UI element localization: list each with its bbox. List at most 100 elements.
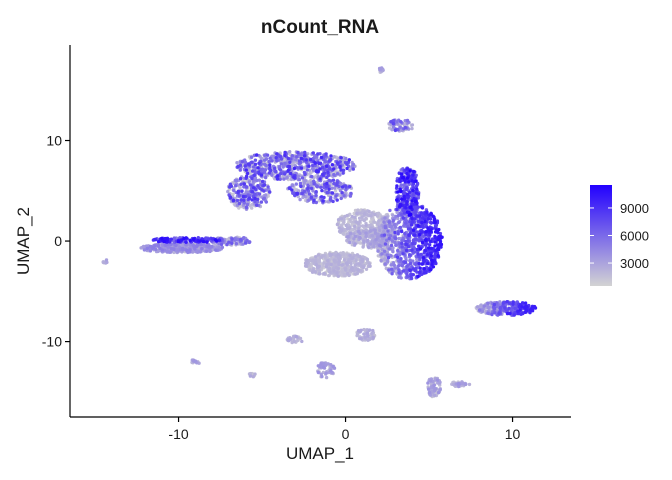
data-point xyxy=(416,205,420,209)
data-point xyxy=(429,268,433,272)
data-point xyxy=(257,178,261,182)
data-point xyxy=(312,198,316,203)
data-point xyxy=(402,194,406,199)
data-point xyxy=(290,154,295,158)
data-point xyxy=(406,196,410,200)
legend-tick-label: 3000 xyxy=(620,256,649,271)
data-point xyxy=(338,165,342,169)
data-point xyxy=(395,207,399,212)
data-point xyxy=(350,266,354,270)
data-point xyxy=(264,175,268,180)
data-point xyxy=(420,262,425,266)
data-point xyxy=(332,269,336,273)
data-point xyxy=(341,252,346,257)
data-point xyxy=(306,186,310,190)
data-point xyxy=(191,237,196,242)
data-point xyxy=(325,191,329,195)
data-point xyxy=(400,241,404,246)
data-point xyxy=(285,176,289,180)
data-point xyxy=(421,256,426,260)
data-point xyxy=(383,242,388,246)
data-point xyxy=(412,186,416,190)
data-point xyxy=(368,242,373,246)
data-point xyxy=(352,224,357,229)
data-point xyxy=(279,162,283,166)
data-point xyxy=(348,240,352,245)
data-point xyxy=(393,225,398,229)
data-point xyxy=(256,184,260,188)
data-point xyxy=(320,165,325,170)
data-point xyxy=(402,197,407,201)
data-point xyxy=(412,196,416,201)
data-point xyxy=(266,185,270,189)
data-point xyxy=(402,211,407,215)
data-point xyxy=(493,311,497,315)
data-point xyxy=(210,245,214,249)
data-point xyxy=(193,247,197,251)
data-point xyxy=(390,267,394,271)
data-point xyxy=(432,386,436,390)
data-point xyxy=(370,331,374,336)
data-point xyxy=(409,205,413,209)
data-point xyxy=(331,178,336,182)
data-point xyxy=(397,270,401,275)
data-point xyxy=(338,160,342,164)
data-point xyxy=(405,118,410,123)
data-point xyxy=(242,201,246,205)
data-point xyxy=(419,211,424,215)
data-point xyxy=(343,184,348,188)
data-point xyxy=(244,168,248,172)
data-point xyxy=(337,259,342,264)
data-point xyxy=(410,199,414,203)
data-point xyxy=(398,225,403,230)
data-point xyxy=(411,228,416,232)
data-point xyxy=(250,176,254,181)
data-point xyxy=(373,228,377,232)
data-point xyxy=(242,182,246,186)
data-point xyxy=(341,270,345,274)
data-point xyxy=(142,248,147,252)
data-point xyxy=(245,238,249,242)
data-point xyxy=(317,161,321,166)
data-point xyxy=(302,154,307,158)
data-point xyxy=(324,375,329,380)
data-point xyxy=(397,268,401,272)
data-point xyxy=(265,153,270,157)
data-point xyxy=(329,157,333,162)
data-point xyxy=(326,200,330,204)
data-point xyxy=(264,173,268,177)
data-point xyxy=(486,301,490,305)
data-point xyxy=(405,176,410,180)
data-point xyxy=(406,244,411,249)
data-point xyxy=(260,179,265,184)
data-point xyxy=(391,219,395,223)
data-point xyxy=(397,263,401,268)
data-point xyxy=(370,211,374,215)
data-point xyxy=(255,203,259,207)
data-point xyxy=(371,335,375,339)
data-point xyxy=(332,167,336,171)
data-point xyxy=(428,239,433,244)
data-point xyxy=(490,312,494,317)
data-point xyxy=(436,390,441,395)
data-point xyxy=(512,313,516,317)
data-point xyxy=(414,179,418,183)
data-point xyxy=(399,194,404,199)
data-point xyxy=(250,198,254,202)
data-point xyxy=(357,216,362,220)
data-point xyxy=(425,252,430,257)
data-point xyxy=(286,168,291,173)
data-point xyxy=(329,369,333,373)
data-point xyxy=(329,154,333,158)
data-point xyxy=(405,200,409,204)
data-point xyxy=(172,247,176,251)
data-point xyxy=(276,174,280,178)
data-point xyxy=(169,242,173,247)
data-point xyxy=(324,265,329,269)
data-point xyxy=(357,211,362,215)
data-point xyxy=(198,239,202,243)
data-point xyxy=(419,252,423,257)
data-point xyxy=(414,237,418,241)
y-tick-label: 0 xyxy=(54,233,62,249)
data-point xyxy=(310,270,315,274)
